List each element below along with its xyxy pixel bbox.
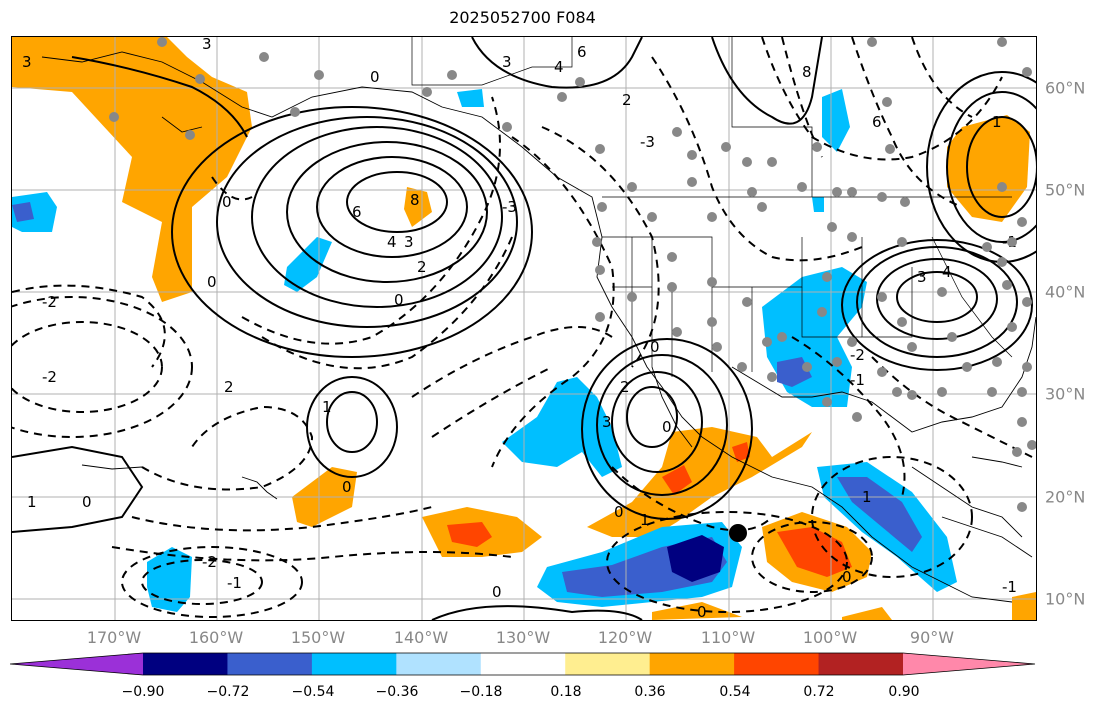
colorbar (10, 652, 1036, 676)
contour-label: 1 (27, 493, 37, 511)
contour-label: 1 (862, 488, 872, 506)
lon-tick-label: 130°W (495, 628, 551, 647)
storm-position-marker (729, 524, 747, 542)
contour-label: 3 (917, 268, 927, 286)
chart-title: 2025052700 F084 (449, 8, 596, 27)
contour-label: 1 (322, 398, 332, 416)
contour-label: 2 (417, 258, 427, 276)
lat-tick-label: 50°N (1045, 180, 1086, 200)
contour-label: 3 (202, 37, 212, 53)
colorbar-segment (818, 653, 904, 675)
colorbar-segment (396, 653, 482, 675)
coastlines (41, 51, 1036, 603)
contour-labels: 3 0 6 4 3 2 8 3 6 0 0 -2 -2 6 8 4 3 -3 2… (22, 37, 1017, 620)
colorbar-tick-label: 0.54 (719, 684, 751, 700)
colorbar-segment (734, 653, 820, 675)
positive-shading (12, 37, 1036, 620)
contour-label: 6 (577, 43, 587, 61)
colorbar-tick-label: 0.36 (634, 684, 666, 700)
lon-tick-label: 140°W (393, 628, 449, 647)
contour-label: -3 (502, 198, 517, 216)
colorbar-tick-label: −0.18 (459, 684, 503, 700)
contour-label: 0 (662, 418, 672, 436)
contour-label: 3 (502, 53, 512, 71)
contour-label: 0 (697, 603, 707, 620)
lat-tick-label: 30°N (1045, 384, 1086, 404)
colorbar-tick-label: −0.54 (291, 684, 335, 700)
lat-tick-label: 10°N (1045, 589, 1086, 609)
lat-tick-label: 60°N (1045, 78, 1086, 98)
contour-label: 0 (492, 583, 502, 601)
colorbar-extend-high (903, 653, 1035, 675)
contour-label: -2 (202, 553, 217, 571)
contour-label: 6 (872, 113, 882, 131)
contour-label: -1 (850, 371, 865, 389)
contour-label: 1 (640, 511, 650, 529)
contour-label: 2 (224, 378, 234, 396)
contour-label: 0 (394, 291, 404, 309)
contour-label: -1 (227, 574, 242, 592)
lon-tick-label: 100°W (802, 628, 858, 647)
lon-tick-label: 110°W (700, 628, 756, 647)
colorbar-tick-label: 0.72 (803, 684, 835, 700)
contour-label: 3 (602, 413, 612, 431)
lon-tick-label: 90°W (909, 628, 955, 647)
colorbar-segment (649, 653, 735, 675)
negative-contours (12, 37, 1033, 618)
colorbar-segment (311, 653, 397, 675)
contour-label: 0 (842, 568, 852, 586)
contour-label: 6 (352, 203, 362, 221)
contour-label: 1 (992, 113, 1002, 131)
contour-label: 0 (222, 193, 232, 211)
colorbar-tick-label: 0.18 (550, 684, 582, 700)
contour-label: 8 (410, 191, 420, 209)
colorbar-extend-low (10, 653, 143, 675)
contour-label: 0 (207, 273, 217, 291)
contour-label: -3 (640, 133, 655, 151)
contour-label: 3 (22, 53, 32, 71)
contour-label: 0 (614, 503, 624, 521)
colorbar-segment (227, 653, 313, 675)
contour-label: 0 (370, 68, 380, 86)
lon-tick-label: 170°W (86, 628, 142, 647)
colorbar-segment (565, 653, 651, 675)
negative-shading (12, 89, 957, 612)
lat-tick-label: 20°N (1045, 487, 1086, 507)
lat-tick-label: 40°N (1045, 282, 1086, 302)
colorbar-segments (10, 653, 1035, 675)
colorbar-segment (480, 653, 566, 675)
lon-tick-label: 150°W (290, 628, 346, 647)
lon-tick-label: 160°W (188, 628, 244, 647)
map-canvas: 3 0 6 4 3 2 8 3 6 0 0 -2 -2 6 8 4 3 -3 2… (12, 37, 1036, 620)
contour-label: 4 (942, 263, 952, 281)
contour-label: 0 (342, 478, 352, 496)
contour-label: 8 (802, 63, 812, 81)
colorbar-tick-label: −0.36 (375, 684, 419, 700)
colorbar-tick-label: −0.72 (206, 684, 250, 700)
station-dots (109, 37, 1036, 512)
colorbar-segment (143, 653, 228, 675)
colorbar-tick-label: −0.90 (121, 684, 165, 700)
contour-label: 0 (650, 338, 660, 356)
lon-tick-label: 120°W (597, 628, 653, 647)
contour-label: 4 (387, 233, 397, 251)
contour-label: 3 (404, 233, 414, 251)
contour-label: 2 (622, 91, 632, 109)
contour-label: -1 (1002, 578, 1017, 596)
contour-label: 4 (554, 58, 564, 76)
contour-label: 0 (82, 493, 92, 511)
contour-label: -2 (42, 368, 57, 386)
contour-label: -2 (42, 293, 57, 311)
colorbar-tick-label: 0.90 (888, 684, 920, 700)
contour-label: -2 (850, 346, 865, 364)
contour-label: 2 (620, 378, 630, 396)
map-panel: 3 0 6 4 3 2 8 3 6 0 0 -2 -2 6 8 4 3 -3 2… (11, 36, 1037, 621)
state-borders (411, 37, 1013, 377)
